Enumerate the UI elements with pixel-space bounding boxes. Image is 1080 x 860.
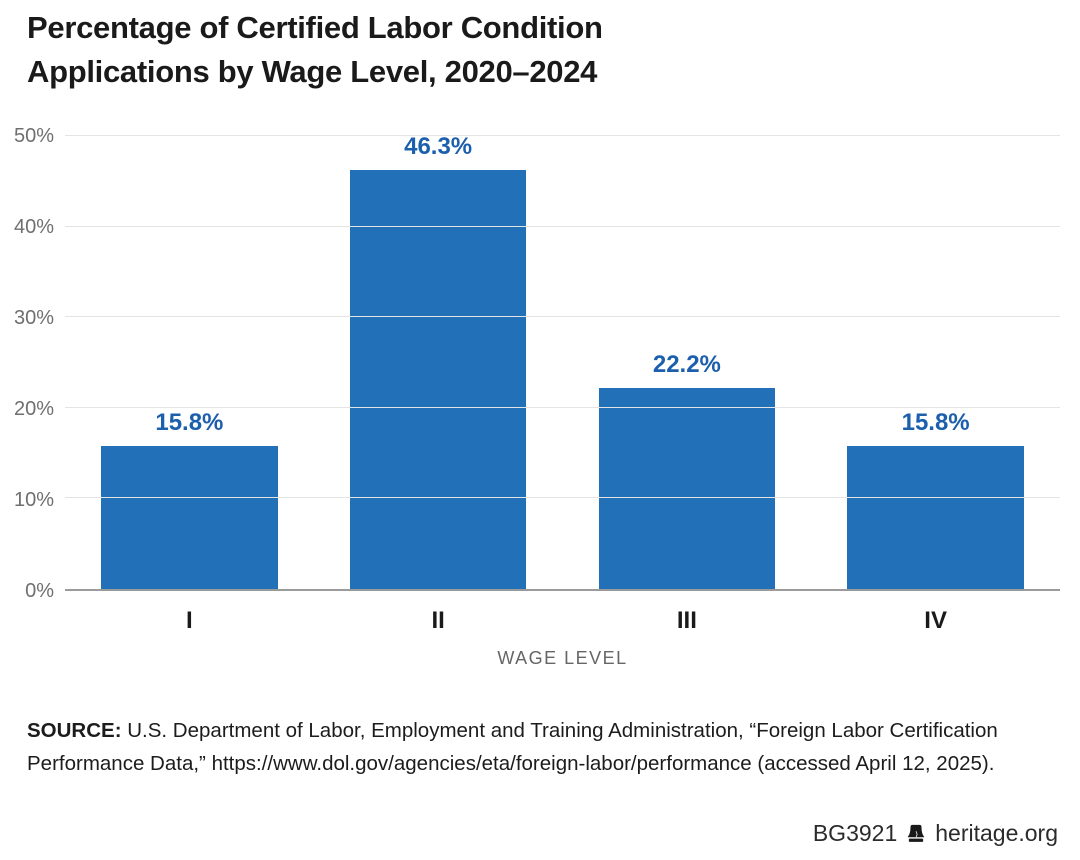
gridline bbox=[65, 497, 1060, 499]
liberty-bell-icon bbox=[907, 824, 925, 842]
y-axis-tick-label: 0% bbox=[25, 580, 54, 602]
plot-area: 15.8% I 46.3% II 22.2% III 15.8% IV bbox=[65, 132, 1060, 634]
site-label: heritage.org bbox=[935, 820, 1058, 846]
x-axis-title: WAGE LEVEL bbox=[497, 648, 628, 668]
chart-title-line2: Applications by Wage Level, 2020–2024 bbox=[27, 54, 598, 89]
bar bbox=[101, 445, 278, 589]
chart-title: Percentage of Certified Labor Condition … bbox=[27, 6, 603, 94]
bar bbox=[598, 387, 776, 589]
y-axis-tick-label: 50% bbox=[13, 125, 54, 147]
bar-chart: 0% 10% 20% 30% 40% 50% 15.8% I 46.3% II 22.2% III 1… bbox=[0, 126, 1080, 668]
bar-group: 15.8% I bbox=[65, 136, 314, 634]
bar-value-label: 22.2% bbox=[652, 350, 721, 378]
bar-value-label: 15.8% bbox=[901, 408, 970, 436]
chart-title-line1: Percentage of Certified Labor Condition bbox=[27, 10, 603, 45]
bar bbox=[349, 169, 527, 589]
x-axis-tick-label: IV bbox=[924, 607, 947, 634]
bar-group: 15.8% IV bbox=[811, 136, 1060, 634]
document-id: BG3921 bbox=[812, 820, 898, 846]
y-axis-tick-label: 30% bbox=[13, 307, 54, 329]
x-axis-tick-label: II bbox=[431, 607, 445, 634]
source-label: SOURCE: bbox=[27, 719, 122, 742]
gridline bbox=[65, 316, 1060, 318]
x-axis-tick-label: III bbox=[676, 607, 697, 634]
gridline bbox=[65, 135, 1060, 136]
bar-value-label: 46.3% bbox=[404, 132, 473, 160]
footer: BG3921 heritage.org bbox=[813, 820, 1058, 847]
bar bbox=[847, 445, 1024, 589]
bars-container: 15.8% I 46.3% II 22.2% III 15.8% IV bbox=[65, 132, 1060, 634]
source-note: SOURCE: U.S. Department of Labor, Employ… bbox=[27, 714, 1017, 780]
y-axis-tick-label: 20% bbox=[13, 398, 54, 420]
gridline bbox=[65, 225, 1060, 227]
source-text: U.S. Department of Labor, Employment and… bbox=[27, 719, 998, 775]
x-axis-tick-label: I bbox=[186, 607, 193, 634]
gridline bbox=[65, 406, 1060, 408]
y-axis-tick-label: 10% bbox=[13, 489, 54, 511]
bar-group: 22.2% III bbox=[563, 136, 812, 634]
bar-group: 46.3% II bbox=[314, 132, 563, 634]
y-axis-tick-label: 40% bbox=[13, 216, 54, 238]
y-axis: 0% 10% 20% 30% 40% 50% bbox=[0, 126, 56, 601]
bar-value-label: 15.8% bbox=[155, 408, 224, 436]
